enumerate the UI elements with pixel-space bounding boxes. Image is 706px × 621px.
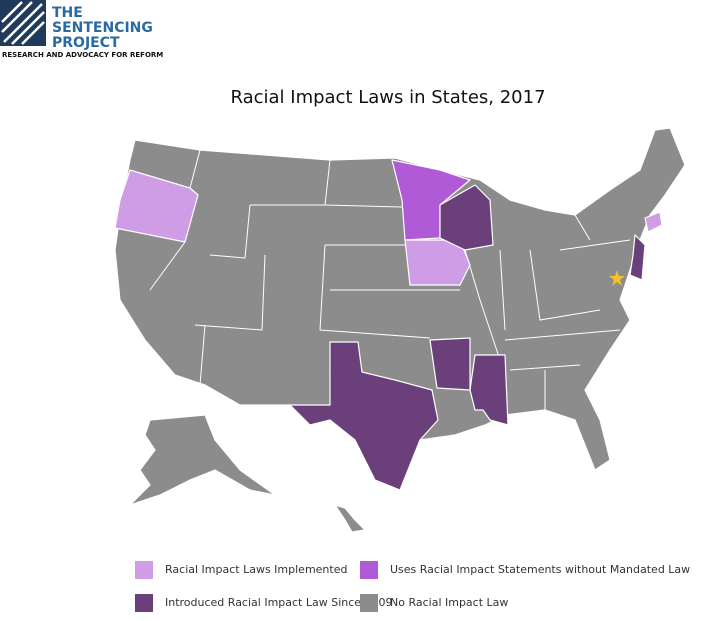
state-mississippi — [469, 354, 509, 426]
legend-label: No Racial Impact Law — [390, 596, 508, 609]
logo-text: PROJECT — [52, 35, 120, 51]
map — [114, 127, 686, 533]
map-title: Racial Impact Laws in States, 2017 — [230, 87, 545, 108]
legend: Racial Impact Laws Implemented Uses Racia… — [135, 561, 690, 612]
legend-swatch — [135, 594, 153, 612]
state-oregon — [114, 169, 199, 243]
state-connecticut — [644, 211, 663, 233]
logo-lines — [1, 1, 45, 45]
legend-label: Racial Impact Laws Implemented — [165, 563, 347, 576]
state-arkansas — [429, 337, 471, 391]
capital-star — [609, 270, 625, 286]
legend-label: Introduced Racial Impact Law Since 2009 — [165, 596, 393, 609]
logo: THE SENTENCING PROJECT RESEARCH AND ADVO… — [0, 0, 163, 59]
logo-text: THE — [52, 5, 83, 21]
legend-swatch — [135, 561, 153, 579]
logo-tagline: RESEARCH AND ADVOCACY FOR REFORM — [2, 51, 163, 59]
hawaii — [334, 504, 366, 533]
us-mainland — [114, 127, 686, 491]
state-new-jersey — [629, 234, 646, 281]
legend-swatch — [360, 561, 378, 579]
state-texas — [289, 341, 439, 491]
alaska — [129, 414, 276, 506]
legend-swatch — [360, 594, 378, 612]
logo-text: SENTENCING — [52, 20, 153, 36]
legend-label: Uses Racial Impact Statements without Ma… — [390, 563, 690, 576]
state-wisconsin — [439, 184, 494, 251]
